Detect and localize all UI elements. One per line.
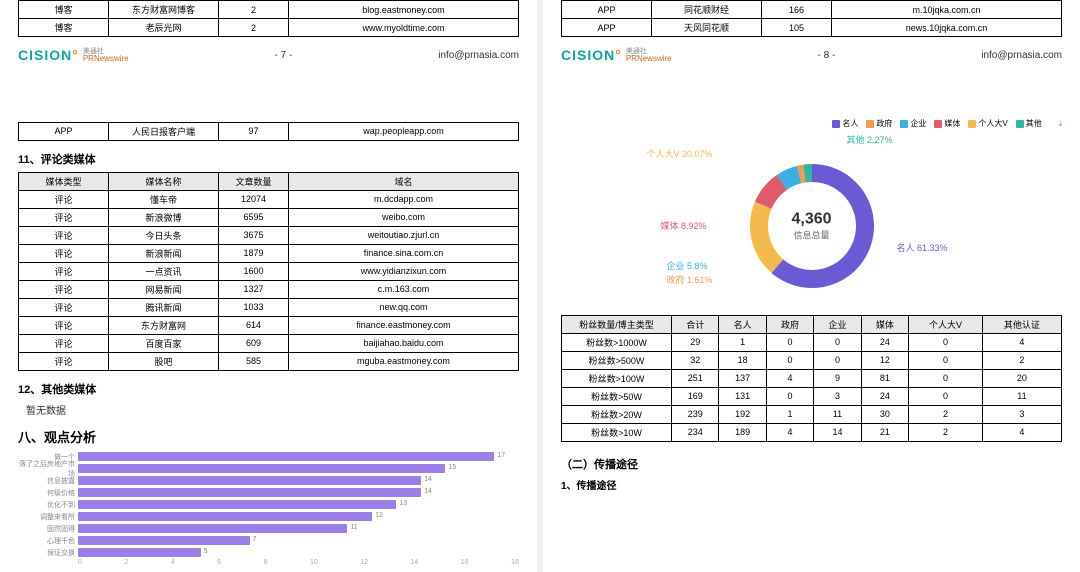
ft-header: 个人大V — [909, 315, 983, 333]
donut-total-label: 信息总量 — [791, 228, 831, 241]
table-row: 评论 懂车帝 12074 m.dcdapp.com — [19, 190, 519, 208]
footer-email: info@prnasia.com — [438, 50, 519, 61]
donut-legend: 名人政府企业媒体个人大V 其他 ⤓ — [561, 118, 1062, 129]
donut-slice — [750, 202, 783, 273]
table-row: APP 同花顺财经 166 m.10jqka.com.cn — [562, 1, 1062, 19]
ft-header: 名人 — [719, 315, 766, 333]
ft-header: 粉丝数量/博主类型 — [562, 315, 672, 333]
bar-row: 信息披露 14 — [18, 475, 519, 487]
bar-row: 优化不到 13 — [18, 499, 519, 511]
footer-left: CISION° 美通社PRNewswire - 7 - info@prnasia… — [18, 47, 519, 64]
section-8-title: 八、观点分析 — [18, 427, 519, 446]
bar-row: 落了之后房地产市场 15 — [18, 463, 519, 475]
ft-header: 媒体 — [861, 315, 908, 333]
footer-right: CISION° 美通社PRNewswire - 8 - info@prnasia… — [561, 47, 1062, 64]
top-table-right: APP 同花顺财经 166 m.10jqka.com.cn APP 天风同花顺 … — [561, 0, 1062, 37]
top-table-left: 博客 东方财富网博客 2 blog.eastmoney.com 博客 老辰光网 … — [18, 0, 519, 37]
donut-label: 媒体 8.92% — [661, 219, 707, 232]
legend-item: 企业 — [900, 119, 926, 128]
donut-chart: 4,360 信息总量 其他 2.27%个人大V 20.07%媒体 8.92%企业… — [561, 151, 1062, 301]
donut-label: 其他 2.27% — [847, 133, 893, 146]
th-count: 文章数量 — [219, 172, 289, 190]
section-2-title: （二）传播途径 — [561, 456, 1062, 472]
footer-email: info@prnasia.com — [981, 50, 1062, 61]
th-type: 媒体类型 — [19, 172, 109, 190]
table-row: 评论 新浪新闻 1879 finance.sina.com.cn — [19, 244, 519, 262]
section-12-title: 12、其他类媒体 — [18, 381, 519, 397]
ft-header: 合计 — [672, 315, 719, 333]
ft-header: 企业 — [814, 315, 861, 333]
table-row: 粉丝数>50W1691310324011 — [562, 387, 1062, 405]
ft-header: 政府 — [766, 315, 813, 333]
bar-row: 何级价格 14 — [18, 487, 519, 499]
app-row-table: APP 人民日报客户端 97 wap.peopleapp.com — [18, 122, 519, 141]
table-row: APP 天风同花顺 105 news.10jqka.com.cn — [562, 19, 1062, 37]
donut-center: 4,360 信息总量 — [791, 210, 831, 241]
opinion-bar-chart: 做一个 17 落了之后房地产市场 15 信息披露 14 何级价格 14 优化不到… — [18, 451, 519, 559]
donut-total: 4,360 — [791, 210, 831, 228]
th-domain: 域名 — [289, 172, 519, 190]
table-row: 博客 老辰光网 2 www.myoldtime.com — [19, 19, 519, 37]
section-11-title: 11、评论类媒体 — [18, 151, 519, 167]
table-row: 评论 腾讯新闻 1033 new.qq.com — [19, 298, 519, 316]
bar-row: 调整来看所 12 — [18, 511, 519, 523]
section-12-sub: 暂无数据 — [26, 402, 519, 417]
table-row: 评论 今日头条 3675 weitoutiao.zjurl.cn — [19, 226, 519, 244]
prn-en: PRNewswire — [626, 54, 672, 63]
donut-label: 名人 61.33% — [897, 241, 948, 254]
table-row: APP 人民日报客户端 97 wap.peopleapp.com — [19, 122, 519, 140]
table-row: 粉丝数>20W2391921113023 — [562, 405, 1062, 423]
table-row: 评论 网易新闻 1327 c.m.163.com — [19, 280, 519, 298]
sub-1-title: 1、传播途径 — [561, 477, 1062, 492]
bar-axis: 024681012141618 — [78, 559, 519, 566]
table-row: 评论 一点资讯 1600 www.yidianzixun.com — [19, 262, 519, 280]
cision-logo: CISION° 美通社PRNewswire — [561, 47, 672, 64]
legend-item: 媒体 — [934, 119, 960, 128]
table-row: 评论 东方财富网 614 finance.eastmoney.com — [19, 316, 519, 334]
table-row: 粉丝数>500W3218001202 — [562, 351, 1062, 369]
cision-logo: CISION° 美通社PRNewswire — [18, 47, 129, 64]
ft-header: 其他认证 — [982, 315, 1061, 333]
legend-item: 名人 — [832, 119, 858, 128]
table-row: 评论 新浪微博 6595 weibo.com — [19, 208, 519, 226]
legend-item: 其他 — [1016, 119, 1042, 128]
cision-text: CISION — [561, 47, 615, 63]
bar-row: 心理千色 7 — [18, 535, 519, 547]
bar-row: 保证交换 5 — [18, 547, 519, 559]
bar-row: 做一个 17 — [18, 451, 519, 463]
legend-item: 政府 — [866, 119, 892, 128]
prn-en: PRNewswire — [83, 54, 129, 63]
table-row: 评论 股吧 585 mguba.eastmoney.com — [19, 352, 519, 370]
legend-item: 个人大V — [968, 119, 1007, 128]
table-row: 粉丝数>1000W291002404 — [562, 333, 1062, 351]
cision-text: CISION — [18, 47, 72, 63]
page-left: 博客 东方财富网博客 2 blog.eastmoney.com 博客 老辰光网 … — [0, 0, 537, 572]
th-name: 媒体名称 — [109, 172, 219, 190]
bar-row: 固然固得 11 — [18, 523, 519, 535]
comment-table: 媒体类型 媒体名称 文章数量 域名 评论 懂车帝 12074 m.dcdapp.… — [18, 172, 519, 371]
table-row: 评论 百度百家 609 baijiahao.baidu.com — [19, 334, 519, 352]
page-right: APP 同花顺财经 166 m.10jqka.com.cn APP 天风同花顺 … — [543, 0, 1080, 572]
table-row: 粉丝数>100W2511374981020 — [562, 369, 1062, 387]
page-num-right: - 8 - — [818, 50, 836, 61]
donut-label: 个人大V 20.07% — [647, 147, 713, 160]
donut-label: 政府 1.61% — [667, 273, 713, 286]
table-row: 博客 东方财富网博客 2 blog.eastmoney.com — [19, 1, 519, 19]
followers-table: 粉丝数量/博主类型合计名人政府企业媒体个人大V其他认证 粉丝数>1000W291… — [561, 315, 1062, 442]
table-row: 粉丝数>10W2341894142124 — [562, 423, 1062, 441]
donut-label: 企业 5.8% — [667, 259, 708, 272]
page-num-left: - 7 - — [275, 50, 293, 61]
download-icon[interactable]: ⤓ — [1052, 119, 1062, 129]
